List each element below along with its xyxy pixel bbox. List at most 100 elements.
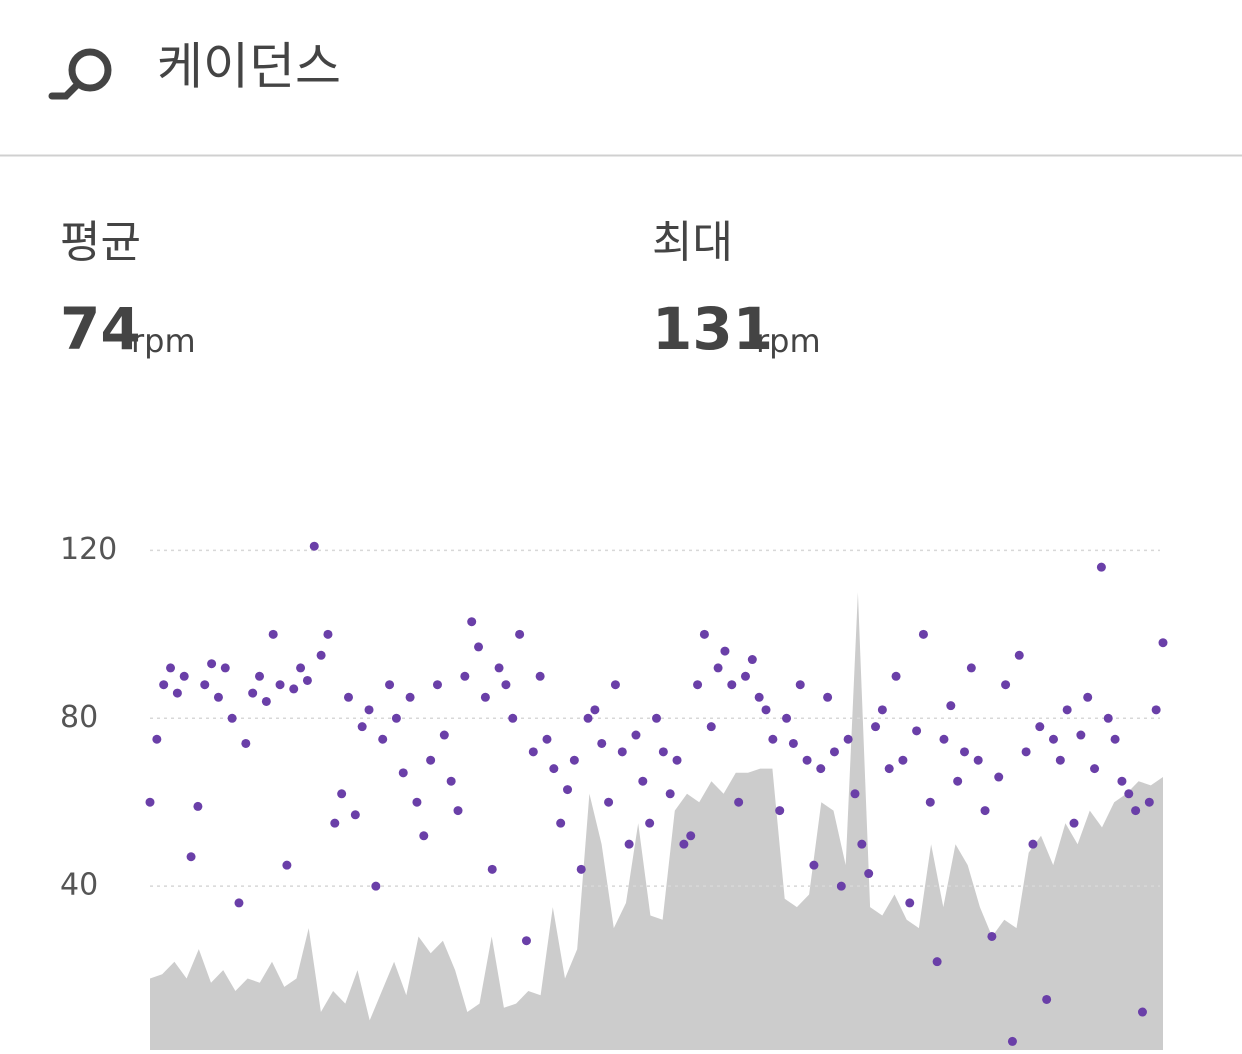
cadence-point (850, 789, 860, 799)
cadence-point (563, 785, 573, 795)
cadence-point (1001, 680, 1011, 690)
y-tick-label: 40 (60, 868, 98, 903)
cadence-point (1062, 705, 1072, 715)
area (150, 592, 1163, 1054)
cadence-point (898, 755, 908, 765)
cadence-point (782, 713, 792, 723)
cadence-point (337, 789, 347, 799)
cadence-point (528, 747, 538, 757)
cadence-point (720, 646, 730, 656)
cadence-point (877, 705, 887, 715)
cadence-point (1083, 692, 1093, 702)
cadence-point (316, 650, 326, 660)
cadence-point (857, 839, 867, 849)
cadence-point (597, 738, 607, 748)
cadence-point (1055, 755, 1065, 765)
cadence-point (419, 831, 429, 841)
cadence-point (583, 713, 593, 723)
cadence-point (385, 680, 395, 690)
cadence-point (658, 747, 668, 757)
cadence-point (912, 726, 922, 736)
cadence-point (994, 772, 1004, 782)
chart: 40 80 120 (60, 532, 1168, 1054)
cadence-point (672, 755, 682, 765)
cadence-point (768, 734, 778, 744)
cadence-point (398, 768, 408, 778)
cadence-point (1028, 839, 1038, 849)
cadence-point (761, 705, 771, 715)
cadence-point (891, 671, 901, 681)
cadence-point (706, 722, 716, 732)
cadence-point (1042, 994, 1052, 1004)
cadence-point (275, 680, 285, 690)
stat-label: 최대 (652, 217, 733, 268)
y-tick-label: 80 (60, 700, 98, 735)
cadence-point (905, 898, 915, 908)
cadence-point (268, 629, 278, 639)
cadence-point (1069, 818, 1079, 828)
stat-value: 74 (60, 295, 141, 363)
cadence-point (556, 818, 566, 828)
cadence-point (364, 705, 374, 715)
cadence-point (213, 692, 223, 702)
cadence-point (145, 797, 155, 807)
cadence-point (864, 869, 874, 879)
cadence-point (946, 701, 956, 711)
cadence-point (1137, 1007, 1147, 1017)
cadence-point (343, 692, 353, 702)
cadence-point (521, 936, 531, 946)
cadence-point (823, 692, 833, 702)
cadence-point (871, 722, 881, 732)
cadence-point (918, 629, 928, 639)
cadence-point (227, 713, 237, 723)
cadence-point (884, 764, 894, 774)
cadence-point (391, 713, 401, 723)
cadence-point (631, 730, 641, 740)
cadence-point (241, 738, 251, 748)
cadence-point (542, 734, 552, 744)
cadence-point (460, 671, 470, 681)
cadence-point (652, 713, 661, 723)
cadence-point (296, 663, 306, 673)
cadence-point (973, 755, 983, 765)
cadence-point (412, 797, 422, 807)
cadence-point (788, 738, 798, 748)
cadence-point (200, 680, 210, 690)
cadence-point (186, 852, 196, 862)
cadence-point (939, 734, 949, 744)
page-title: 케이던스 (157, 38, 341, 96)
stat-unit: rpm (756, 322, 821, 360)
cadence-point (1110, 734, 1120, 744)
cadence-point (665, 789, 675, 799)
cadence-point (953, 776, 963, 786)
cadence-point (515, 629, 525, 639)
cadence-point (446, 776, 456, 786)
cadence-point (1096, 562, 1106, 572)
cadence-point (802, 755, 812, 765)
cadence-point (330, 818, 340, 828)
cadence-point (535, 671, 545, 681)
cadence-point (501, 680, 511, 690)
cadence-point (610, 680, 620, 690)
stat-value: 131 (652, 295, 773, 363)
cadence-point (234, 898, 244, 908)
cadence-point (843, 734, 853, 744)
cadence-point (378, 734, 388, 744)
cadence-point (754, 692, 764, 702)
cadence-point (1103, 713, 1113, 723)
cadence-point (432, 680, 442, 690)
cadence-point (925, 797, 935, 807)
cadence-point (1090, 764, 1100, 774)
cadence-point (309, 541, 319, 551)
cadence-point (1151, 705, 1161, 715)
cadence-point (179, 671, 189, 681)
cadence-point (549, 764, 559, 774)
cadence-point (1007, 1036, 1017, 1046)
cadence-point (809, 860, 819, 870)
stat-label: 평균 (60, 217, 141, 268)
cadence-point (795, 680, 805, 690)
cadence-point (323, 629, 333, 639)
cadence-point (261, 696, 271, 706)
cadence-point (282, 860, 292, 870)
cadence-point (932, 957, 942, 967)
